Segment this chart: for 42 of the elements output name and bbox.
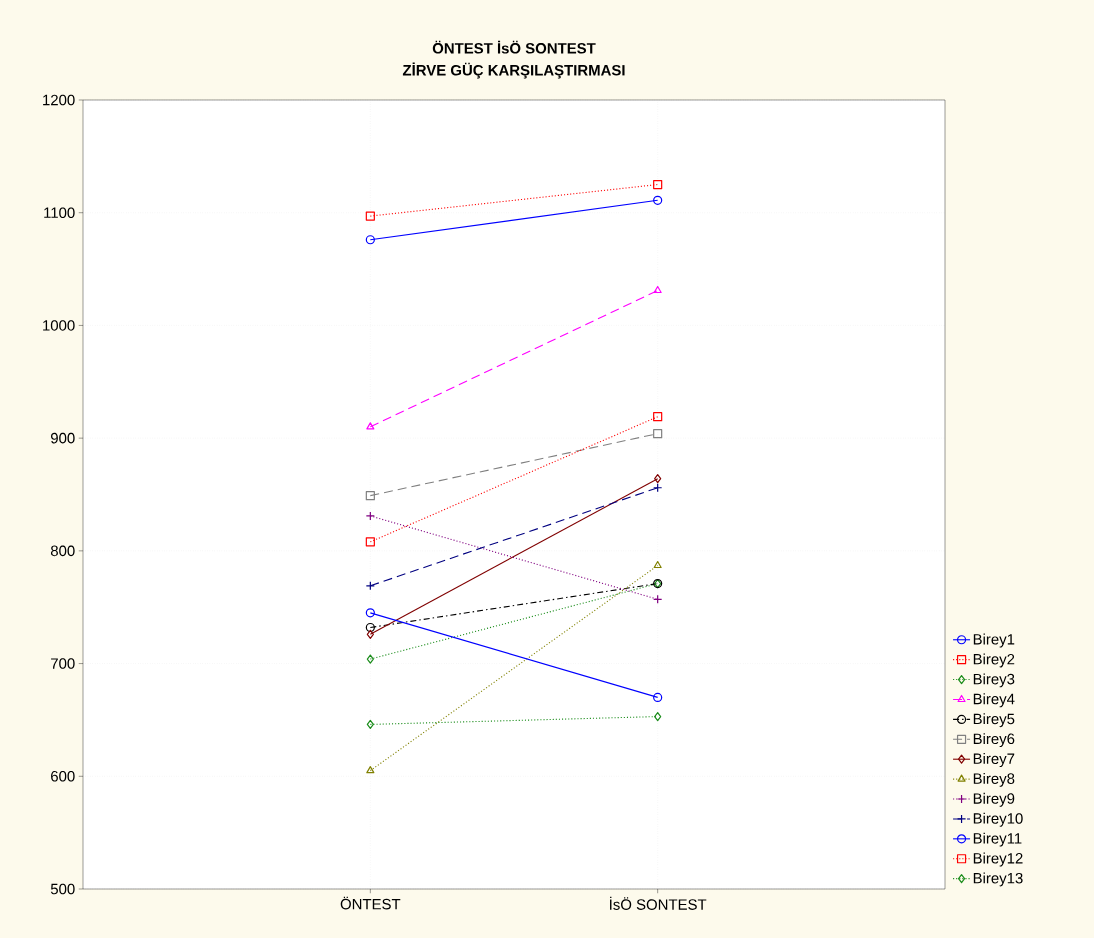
legend-label: Birey13 (973, 872, 1023, 887)
point (365, 491, 375, 501)
legend-label: Birey8 (973, 772, 1015, 787)
point (654, 711, 662, 722)
legend-label: Birey10 (973, 812, 1023, 827)
y-tick-label: 1000 (43, 320, 75, 331)
point (365, 622, 375, 633)
point (366, 629, 374, 639)
x-tick-label: İsÖ SONTEST (610, 896, 707, 910)
legend-label: Birey5 (973, 713, 1015, 728)
y-tick-label: 800 (50, 545, 75, 557)
legend-label: Birey6 (973, 733, 1015, 748)
x-tick-label: ÖNTEST (340, 896, 401, 910)
legend-label: Birey12 (973, 852, 1023, 867)
point (365, 511, 375, 521)
chart-subtitle: ZİRVE GÜÇ KARŞILAŞTIRMASI (402, 62, 625, 79)
point (653, 429, 663, 439)
chart-title: ÖNTEST İsÖ SONTEST (432, 40, 596, 54)
y-tick-label: 1100 (44, 207, 75, 218)
point (653, 179, 663, 190)
point (654, 474, 662, 484)
legend-label: Birey11 (973, 832, 1022, 847)
point (366, 719, 374, 730)
legend-label: Birey2 (973, 653, 1015, 668)
legend-label: Birey4 (973, 693, 1015, 708)
y-tick-label: 700 (51, 658, 75, 669)
point (365, 537, 375, 547)
legend-label: Birey9 (973, 792, 1015, 807)
legend-label: Birey7 (973, 753, 1015, 767)
legend-label: Birey3 (973, 673, 1015, 688)
y-tick-label: 500 (50, 883, 75, 895)
point (653, 692, 663, 702)
point (365, 235, 375, 245)
point (653, 412, 663, 422)
point (365, 211, 375, 221)
point (653, 195, 663, 205)
y-tick-label: 900 (51, 432, 75, 444)
point (366, 654, 374, 664)
y-tick-label: 1200 (43, 94, 75, 106)
legend-label: Birey1 (973, 633, 1015, 648)
point (365, 608, 375, 618)
y-tick-label: 600 (51, 770, 75, 782)
